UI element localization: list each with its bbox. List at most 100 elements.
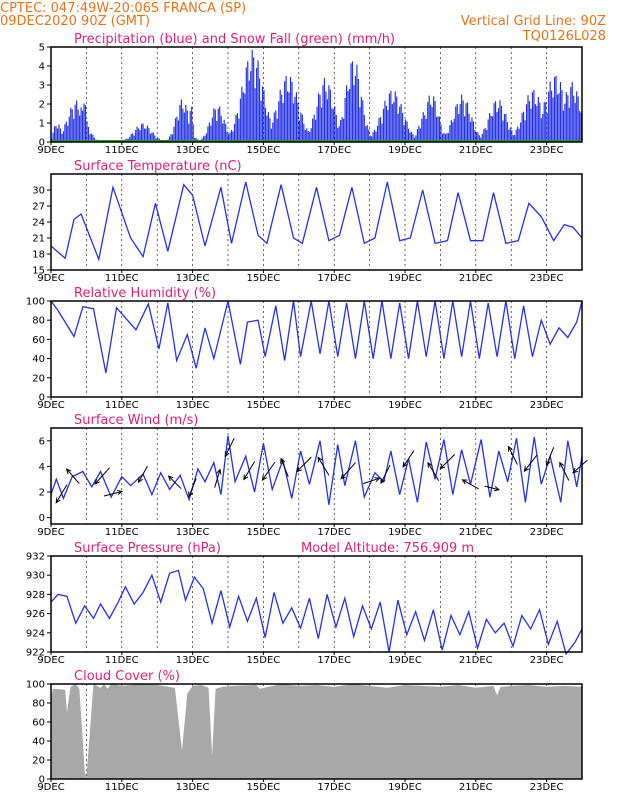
wind-arrow-head xyxy=(461,479,468,485)
temperature-y-tick-label: 24 xyxy=(32,218,45,229)
cloud-cover-area xyxy=(51,684,582,779)
precipitation-bar xyxy=(256,67,258,142)
precipitation-bar xyxy=(84,105,87,142)
precipitation-bar xyxy=(502,120,504,142)
precipitation-bar xyxy=(449,125,451,142)
precipitation-bar xyxy=(89,134,91,142)
precipitation-bar xyxy=(202,136,205,142)
precipitation-bar xyxy=(219,106,221,142)
precipitation-bar xyxy=(142,123,144,142)
wind-arrow xyxy=(340,462,356,480)
precipitation-bar xyxy=(437,116,439,142)
wind-arrow-shaft xyxy=(559,462,570,481)
precipitation-bar xyxy=(77,109,79,142)
wind-arrow-head xyxy=(545,460,551,467)
precipitation-bar xyxy=(388,93,390,142)
precipitation-bar xyxy=(148,128,150,142)
cloud-cover-x-tick-label: 11DEC xyxy=(105,782,139,793)
precipitation-bar xyxy=(251,49,253,142)
pressure-y-tick-label: 926 xyxy=(26,609,45,620)
wind-arrow-shaft xyxy=(462,479,479,490)
precipitation-bar xyxy=(542,113,544,142)
wind-arrow-shaft xyxy=(523,454,538,472)
wind-frame xyxy=(50,427,583,525)
pressure-annotation: Model Altitude: 756.909 m xyxy=(301,541,474,556)
precipitation-bar xyxy=(438,116,441,142)
precipitation-bar xyxy=(135,129,137,142)
wind-arrow-shaft xyxy=(340,462,356,480)
pressure-y-tick-label: 932 xyxy=(26,552,45,563)
wind-x-tick-label: 13DEC xyxy=(176,527,210,538)
precipitation-bar xyxy=(447,133,449,142)
precipitation-bar xyxy=(400,103,402,142)
precipitation-bar xyxy=(407,128,410,142)
precipitation-bar xyxy=(343,118,345,142)
pressure-y-tick-label: 930 xyxy=(26,571,45,582)
precipitation-bar xyxy=(471,117,473,142)
precipitation-bar xyxy=(58,124,60,142)
precipitation-bar xyxy=(174,118,177,142)
humidity-x-tick-label: 9DEC xyxy=(37,400,64,411)
precipitation-bar xyxy=(281,94,283,142)
precipitation-bar xyxy=(273,112,275,142)
wind-arrow xyxy=(461,479,479,490)
precipitation-bar xyxy=(412,134,414,142)
pressure-x-tick-label: 15DEC xyxy=(247,655,281,666)
precipitation-bar xyxy=(549,81,551,142)
wind-x-tick-label: 17DEC xyxy=(317,527,351,538)
precipitation-bar xyxy=(130,134,132,142)
precipitation-bar xyxy=(301,114,303,142)
wind-arrow-shaft xyxy=(296,456,312,472)
precipitation-bar xyxy=(210,125,212,142)
precipitation-bar xyxy=(306,128,308,142)
humidity-y-tick-label: 60 xyxy=(32,335,45,346)
precipitation-bar xyxy=(211,117,213,142)
temperature-series-line xyxy=(50,181,583,262)
precipitation-bar xyxy=(260,100,262,142)
precipitation-bar xyxy=(275,110,277,142)
precipitation-bar xyxy=(393,102,395,142)
precipitation-bar xyxy=(226,131,228,142)
cloud-cover-panel: 0 20 40 60 80 100 9DEC 11DEC 13DEC 15DEC 17DEC 19DE… xyxy=(26,669,583,793)
precipitation-bar xyxy=(537,96,539,142)
pressure-x-tick-label: 21DEC xyxy=(459,655,493,666)
precipitation-bar xyxy=(524,120,526,142)
wind-arrow-head xyxy=(94,478,100,485)
precipitation-frame xyxy=(50,46,583,143)
precipitation-y-tick-label: 2 xyxy=(39,100,45,111)
precipitation-x-tick-label: 11DEC xyxy=(105,145,139,156)
precipitation-bar xyxy=(453,118,455,142)
precipitation-bar xyxy=(232,131,234,142)
pressure-y-tick-label: 922 xyxy=(26,648,45,659)
precipitation-bar xyxy=(359,107,361,142)
precipitation-bar xyxy=(258,78,261,142)
precipitation-bar xyxy=(543,102,545,142)
precipitation-bar xyxy=(233,123,236,142)
wind-arrow-shaft xyxy=(317,457,330,476)
wind-arrow xyxy=(137,465,148,484)
precipitation-bar xyxy=(145,128,147,142)
precipitation-bar xyxy=(468,113,470,142)
precipitation-bar xyxy=(521,113,523,142)
pressure-x-tick-label: 9DEC xyxy=(37,655,64,666)
precipitation-bar xyxy=(580,112,582,142)
pressure-x-tick-label: 17DEC xyxy=(317,655,351,666)
precipitation-bar xyxy=(133,135,135,142)
precipitation-bar xyxy=(500,105,503,142)
header-location: CPTEC: 047:49W-20:06S FRANCA (SP) xyxy=(0,1,246,16)
precipitation-bar xyxy=(368,129,370,142)
precipitation-bar xyxy=(276,118,278,142)
precipitation-bar xyxy=(511,130,513,142)
wind-arrow xyxy=(317,456,330,476)
precipitation-bar xyxy=(257,60,259,142)
temperature-y-tick-label: 27 xyxy=(32,202,45,213)
precipitation-bar xyxy=(325,91,327,142)
wind-arrow-shaft xyxy=(138,465,148,483)
precipitation-bar xyxy=(450,120,452,142)
precipitation-bar xyxy=(416,129,418,142)
precipitation-bar xyxy=(270,128,272,142)
precipitation-bar xyxy=(191,106,193,142)
precipitation-bar xyxy=(282,103,284,142)
wind-arrow-shaft xyxy=(262,461,276,481)
humidity-y-tick-label: 20 xyxy=(32,373,45,384)
